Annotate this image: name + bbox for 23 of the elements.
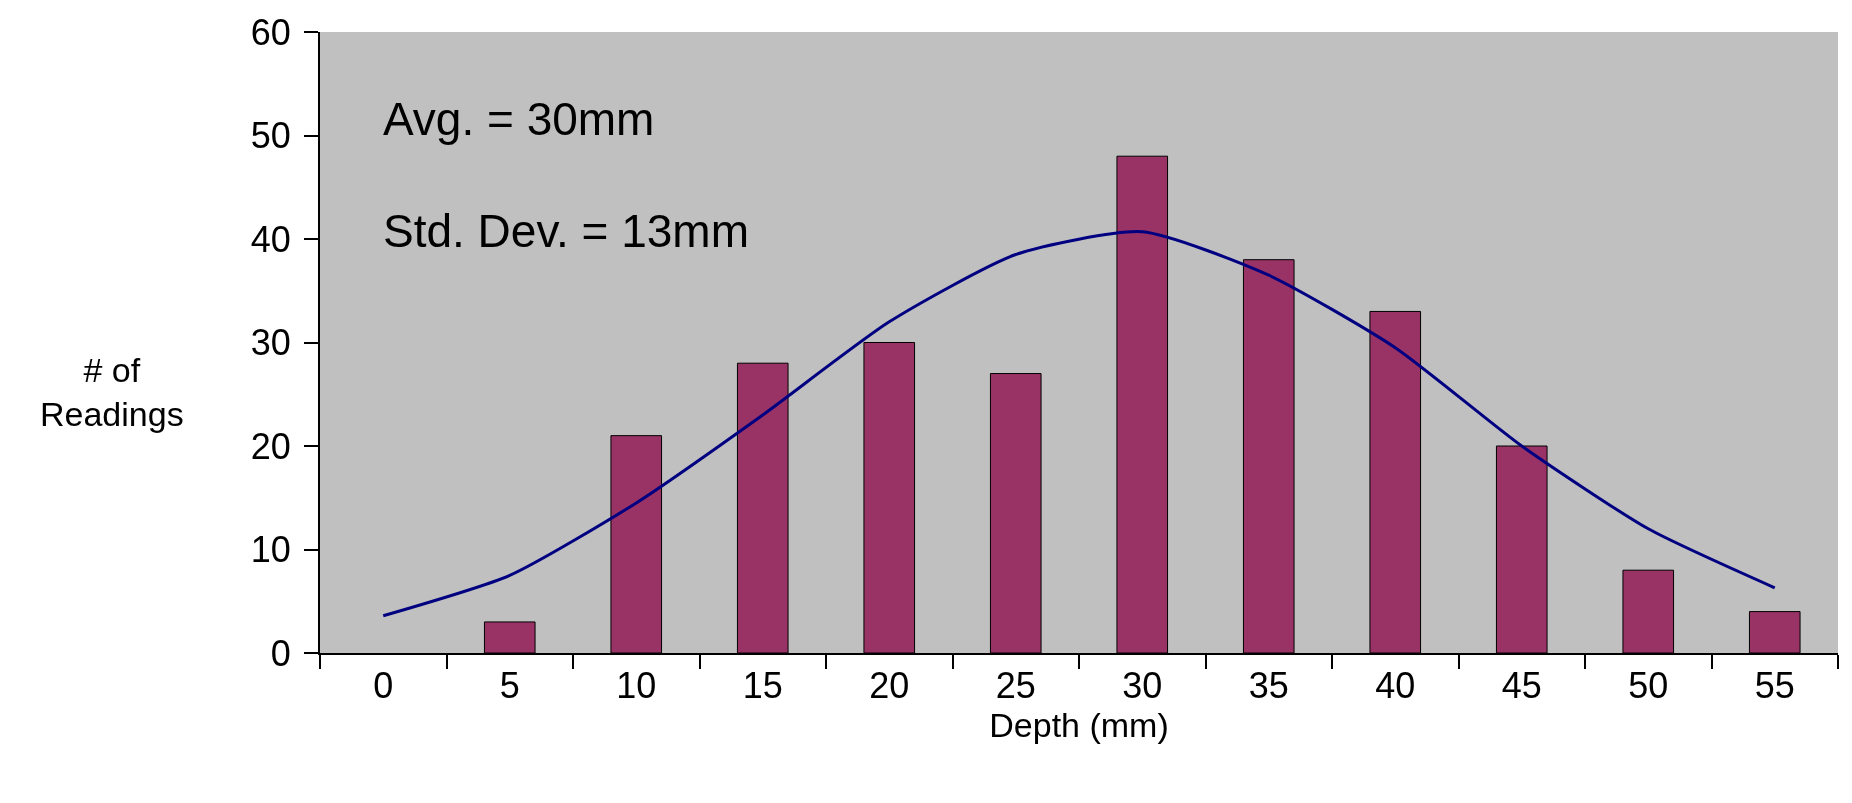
y-tick-label: 40 bbox=[250, 218, 291, 260]
x-tick-label: 0 bbox=[373, 665, 394, 707]
x-tick-label: 10 bbox=[616, 665, 657, 707]
y-tick-label: 30 bbox=[250, 322, 291, 364]
x-tick-label: 30 bbox=[1122, 665, 1163, 707]
y-tick-label: 0 bbox=[270, 632, 291, 674]
x-tick-label: 25 bbox=[995, 665, 1036, 707]
y-tick-label: 60 bbox=[250, 11, 291, 53]
y-tick-label: 20 bbox=[250, 425, 291, 467]
x-tick-label: 5 bbox=[499, 665, 520, 707]
y-axis-title: # of Readings bbox=[40, 351, 184, 434]
x-tick-label: 55 bbox=[1754, 665, 1795, 707]
x-tick-label: 40 bbox=[1375, 665, 1416, 707]
x-tick-label: 35 bbox=[1248, 665, 1289, 707]
annotation: Avg. = 30mm bbox=[383, 93, 655, 145]
y-tick-label: 10 bbox=[250, 529, 291, 571]
y-tick-label: 50 bbox=[250, 115, 291, 157]
annotation: Std. Dev. = 13mm bbox=[383, 205, 750, 257]
x-tick-label: 20 bbox=[869, 665, 910, 707]
x-tick-label: 45 bbox=[1501, 665, 1542, 707]
x-axis-title: Depth (mm) bbox=[989, 706, 1169, 745]
x-tick-label: 50 bbox=[1628, 665, 1669, 707]
x-tick-label: 15 bbox=[742, 665, 783, 707]
